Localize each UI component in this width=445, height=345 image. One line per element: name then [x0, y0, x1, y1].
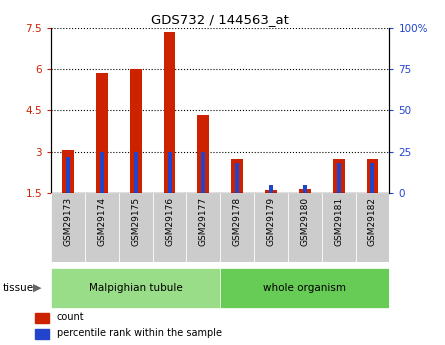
Text: percentile rank within the sample: percentile rank within the sample: [57, 328, 222, 338]
Text: ▶: ▶: [32, 283, 41, 293]
Bar: [130, 69, 142, 193]
FancyBboxPatch shape: [119, 193, 153, 262]
Bar: [269, 185, 273, 193]
Bar: [235, 164, 239, 193]
Bar: [167, 152, 172, 193]
FancyBboxPatch shape: [288, 193, 322, 262]
Text: GSM29179: GSM29179: [267, 197, 275, 246]
Text: GSM29180: GSM29180: [300, 197, 309, 246]
FancyBboxPatch shape: [51, 268, 220, 308]
Text: GSM29173: GSM29173: [64, 197, 73, 246]
Bar: [265, 190, 277, 193]
Text: Malpighian tubule: Malpighian tubule: [89, 283, 182, 293]
FancyBboxPatch shape: [186, 193, 220, 262]
Bar: [201, 152, 206, 193]
FancyBboxPatch shape: [254, 193, 288, 262]
Text: count: count: [57, 312, 85, 322]
Bar: [62, 150, 74, 193]
Bar: [367, 159, 378, 193]
FancyBboxPatch shape: [153, 193, 186, 262]
Bar: [96, 73, 108, 193]
Text: whole organism: whole organism: [263, 283, 346, 293]
Text: GSM29175: GSM29175: [131, 197, 140, 246]
Bar: [333, 159, 344, 193]
Text: GSM29174: GSM29174: [97, 197, 106, 246]
Text: tissue: tissue: [2, 283, 33, 293]
Text: GSM29181: GSM29181: [334, 197, 343, 246]
Bar: [100, 152, 104, 193]
Bar: [35, 329, 49, 339]
Bar: [35, 313, 49, 323]
Bar: [198, 115, 209, 193]
Bar: [231, 159, 243, 193]
Text: GSM29182: GSM29182: [368, 197, 377, 246]
FancyBboxPatch shape: [220, 193, 254, 262]
Text: GSM29176: GSM29176: [165, 197, 174, 246]
Bar: [370, 164, 375, 193]
Title: GDS732 / 144563_at: GDS732 / 144563_at: [151, 13, 289, 27]
Text: GSM29178: GSM29178: [233, 197, 242, 246]
Bar: [134, 152, 138, 193]
Bar: [299, 189, 311, 193]
FancyBboxPatch shape: [322, 193, 356, 262]
FancyBboxPatch shape: [51, 193, 85, 262]
FancyBboxPatch shape: [356, 193, 389, 262]
Bar: [303, 185, 307, 193]
Bar: [66, 157, 70, 193]
FancyBboxPatch shape: [85, 193, 119, 262]
Bar: [336, 164, 341, 193]
FancyBboxPatch shape: [220, 268, 389, 308]
Text: GSM29177: GSM29177: [199, 197, 208, 246]
Bar: [164, 32, 175, 193]
